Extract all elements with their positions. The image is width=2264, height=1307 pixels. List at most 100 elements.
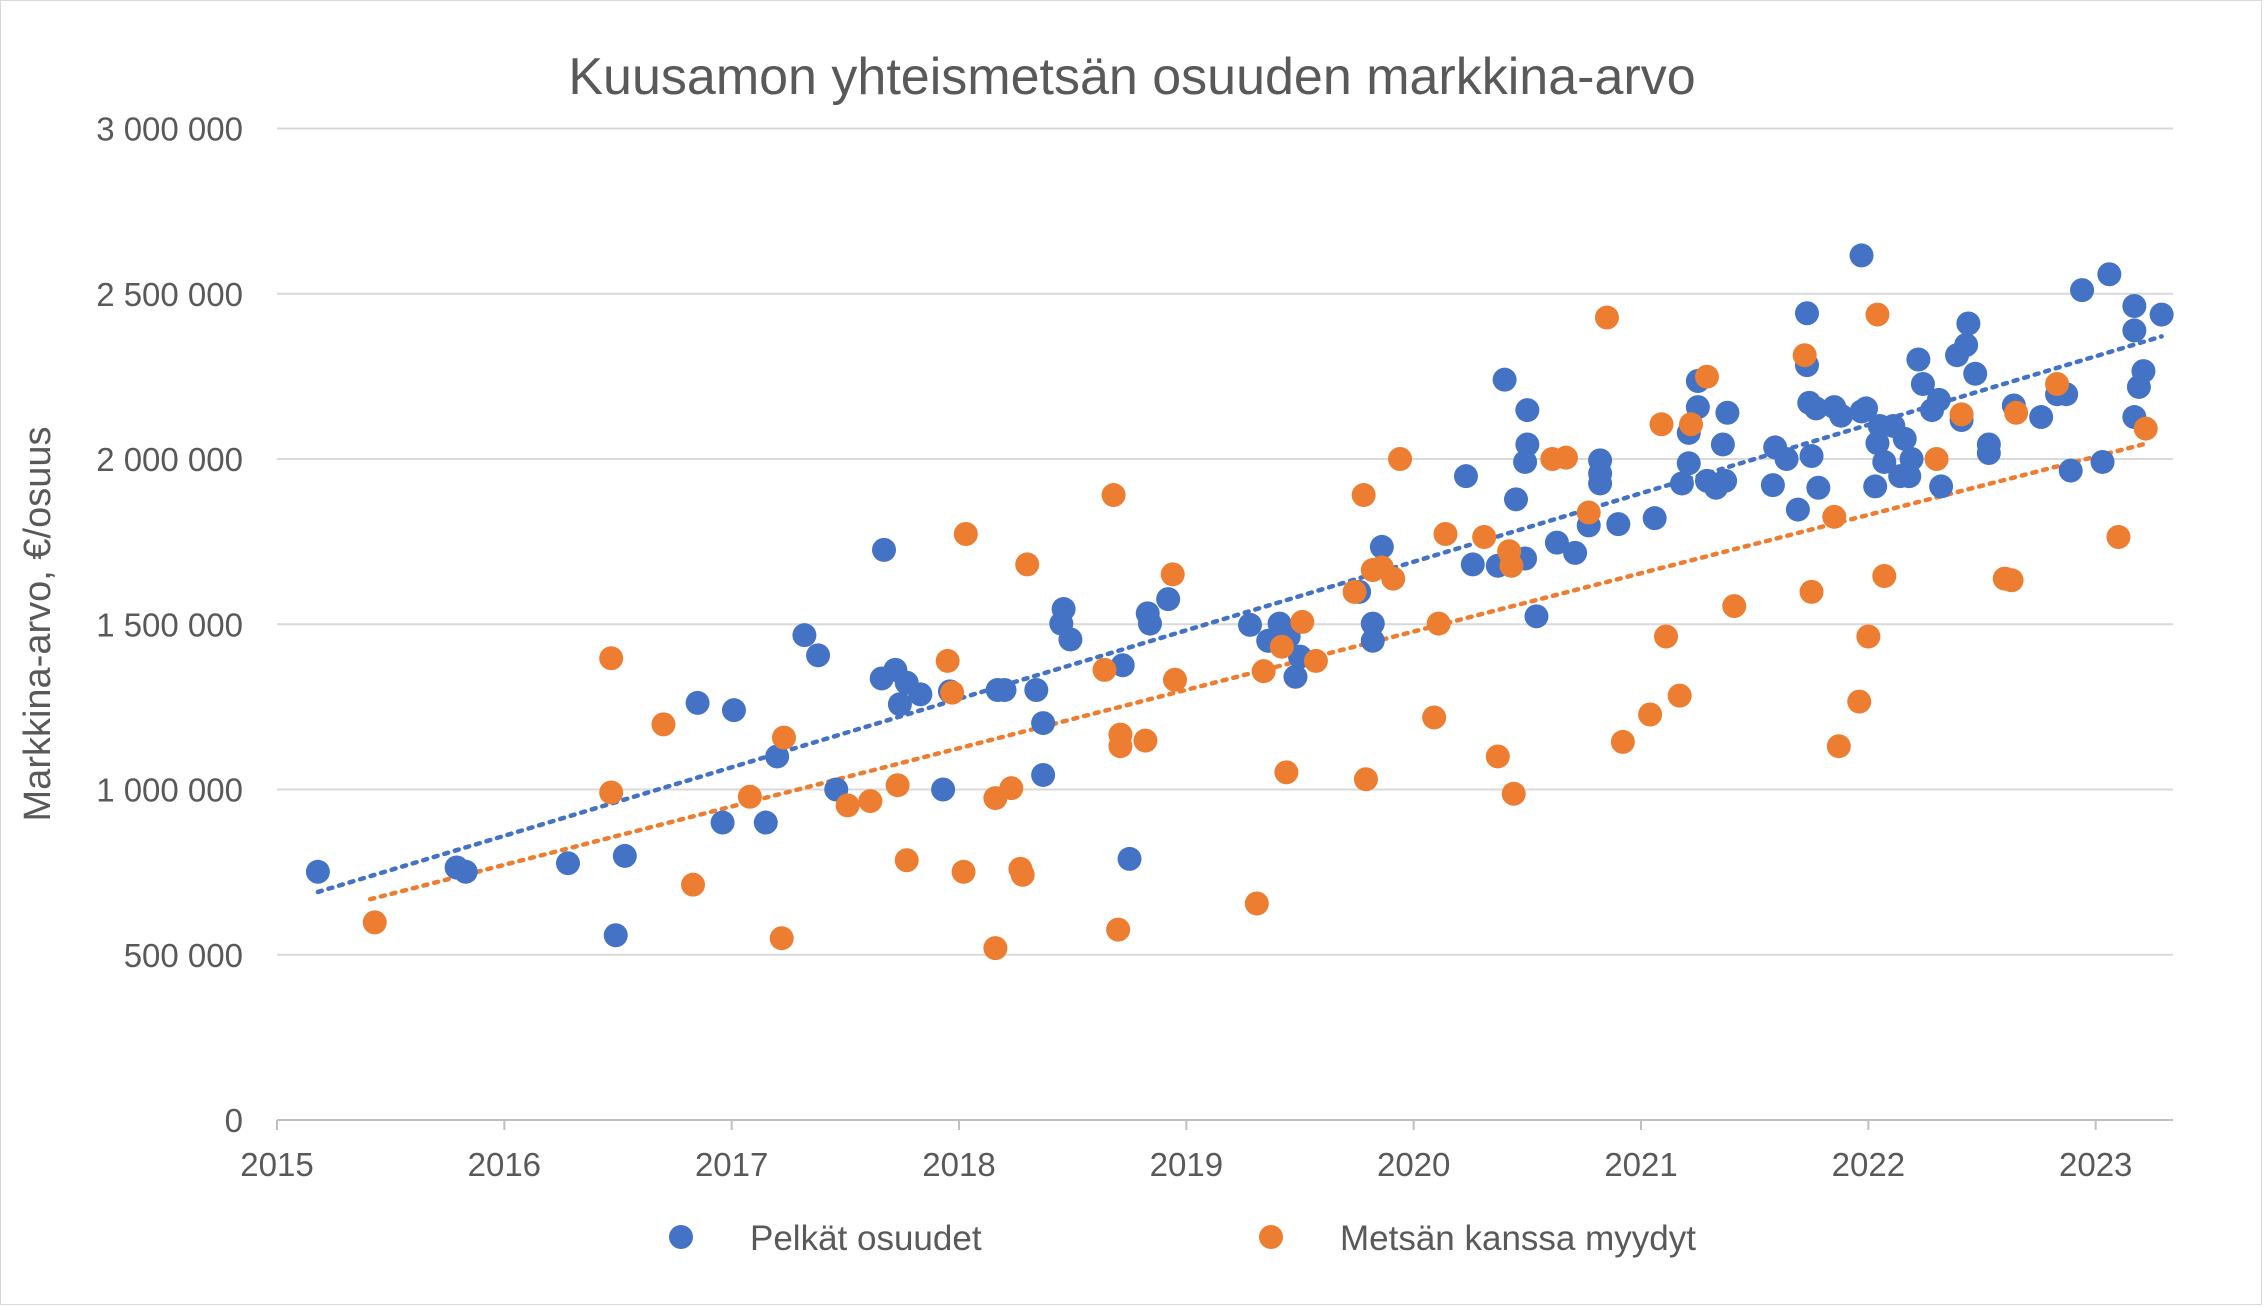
data-point-metsan-kanssa bbox=[2106, 524, 2131, 549]
data-point-metsan-kanssa bbox=[858, 789, 883, 814]
data-point-pelkat-osuudet bbox=[2122, 293, 2147, 318]
data-point-metsan-kanssa bbox=[771, 725, 796, 750]
data-point-metsan-kanssa bbox=[1381, 566, 1406, 591]
data-point-pelkat-osuudet bbox=[1031, 762, 1056, 787]
data-point-pelkat-osuudet bbox=[1954, 332, 1979, 357]
data-point-metsan-kanssa bbox=[1594, 305, 1619, 330]
data-point-metsan-kanssa bbox=[1638, 702, 1663, 727]
y-tick-label: 1 500 000 bbox=[96, 606, 243, 643]
data-point-pelkat-osuudet bbox=[603, 923, 628, 948]
data-point-metsan-kanssa bbox=[1269, 634, 1294, 659]
data-point-metsan-kanssa bbox=[1822, 504, 1847, 529]
data-point-metsan-kanssa bbox=[1554, 445, 1579, 470]
data-point-pelkat-osuudet bbox=[1492, 367, 1517, 392]
data-point-metsan-kanssa bbox=[1792, 343, 1817, 368]
data-point-pelkat-osuudet bbox=[1669, 471, 1694, 496]
data-point-pelkat-osuudet bbox=[1460, 552, 1485, 577]
data-point-metsan-kanssa bbox=[1342, 579, 1367, 604]
data-point-pelkat-osuudet bbox=[1676, 451, 1701, 476]
data-point-metsan-kanssa bbox=[1101, 483, 1126, 508]
data-point-pelkat-osuudet bbox=[887, 692, 912, 717]
data-point-metsan-kanssa bbox=[1649, 412, 1674, 437]
data-point-metsan-kanssa bbox=[1353, 767, 1378, 792]
data-point-pelkat-osuudet bbox=[1976, 432, 2001, 457]
data-point-pelkat-osuudet bbox=[1369, 534, 1394, 559]
x-tick-label: 2016 bbox=[468, 1146, 541, 1183]
data-point-metsan-kanssa bbox=[2004, 400, 2029, 425]
data-point-metsan-kanssa bbox=[1999, 568, 2024, 593]
y-tick-label: 1 000 000 bbox=[96, 772, 243, 809]
data-point-metsan-kanssa bbox=[1856, 624, 1881, 649]
data-point-metsan-kanssa bbox=[1290, 609, 1315, 634]
x-tick-label: 2019 bbox=[1150, 1146, 1223, 1183]
data-point-pelkat-osuudet bbox=[710, 810, 735, 835]
data-point-metsan-kanssa bbox=[1010, 862, 1035, 887]
data-point-metsan-kanssa bbox=[951, 859, 976, 884]
data-point-pelkat-osuudet bbox=[1515, 432, 1540, 457]
x-tick-label: 2021 bbox=[1604, 1146, 1677, 1183]
data-point-metsan-kanssa bbox=[737, 784, 762, 809]
chart-title: Kuusamon yhteismetsän osuuden markkina-a… bbox=[568, 48, 1695, 106]
data-point-pelkat-osuudet bbox=[1892, 426, 1917, 451]
data-point-pelkat-osuudet bbox=[1563, 540, 1588, 565]
data-point-metsan-kanssa bbox=[1133, 728, 1158, 753]
data-point-metsan-kanssa bbox=[1501, 781, 1526, 806]
data-point-metsan-kanssa bbox=[2045, 371, 2070, 396]
legend-marker bbox=[1259, 1225, 1283, 1249]
data-point-pelkat-osuudet bbox=[792, 623, 817, 648]
data-point-pelkat-osuudet bbox=[721, 698, 746, 723]
data-point-pelkat-osuudet bbox=[1588, 471, 1613, 496]
data-point-pelkat-osuudet bbox=[1137, 611, 1162, 636]
data-point-pelkat-osuudet bbox=[2058, 458, 2083, 483]
data-point-pelkat-osuudet bbox=[612, 843, 637, 868]
data-point-metsan-kanssa bbox=[1694, 364, 1719, 389]
data-point-metsan-kanssa bbox=[953, 522, 978, 547]
data-point-pelkat-osuudet bbox=[1799, 444, 1824, 469]
data-point-pelkat-osuudet bbox=[555, 851, 580, 876]
data-point-pelkat-osuudet bbox=[753, 810, 778, 835]
data-point-metsan-kanssa bbox=[1244, 891, 1269, 916]
data-point-metsan-kanssa bbox=[1251, 659, 1276, 684]
data-point-metsan-kanssa bbox=[1108, 722, 1133, 747]
axes: 0 500 000 1 000 000 1 500 000 2 000 000 2 500… bbox=[96, 111, 2173, 1183]
legend-label: Metsän kanssa myydyt bbox=[1340, 1219, 1696, 1258]
data-point-metsan-kanssa bbox=[1722, 594, 1747, 619]
data-point-pelkat-osuudet bbox=[1910, 371, 1935, 396]
data-point-pelkat-osuudet bbox=[2131, 359, 2156, 384]
data-point-metsan-kanssa bbox=[1092, 657, 1117, 682]
data-point-pelkat-osuudet bbox=[1849, 243, 1874, 268]
data-point-pelkat-osuudet bbox=[931, 777, 956, 802]
data-point-pelkat-osuudet bbox=[305, 859, 330, 884]
data-point-pelkat-osuudet bbox=[1515, 398, 1540, 423]
data-point-metsan-kanssa bbox=[885, 773, 910, 798]
data-point-metsan-kanssa bbox=[935, 648, 960, 673]
data-point-pelkat-osuudet bbox=[1503, 487, 1528, 512]
data-point-metsan-kanssa bbox=[999, 776, 1024, 801]
data-point-metsan-kanssa bbox=[940, 680, 965, 705]
legend-marker bbox=[669, 1225, 693, 1249]
x-tick-label: 2023 bbox=[2059, 1146, 2132, 1183]
data-point-pelkat-osuudet bbox=[2149, 302, 2174, 327]
data-point-pelkat-osuudet bbox=[1642, 506, 1667, 531]
x-tick-label: 2015 bbox=[240, 1146, 313, 1183]
data-point-pelkat-osuudet bbox=[1929, 474, 1954, 499]
data-point-pelkat-osuudet bbox=[1899, 447, 1924, 471]
x-tick-label: 2017 bbox=[695, 1146, 768, 1183]
data-point-pelkat-osuudet bbox=[1774, 447, 1799, 471]
data-point-metsan-kanssa bbox=[1865, 302, 1890, 327]
y-tick-label: 2 500 000 bbox=[96, 276, 243, 313]
data-point-metsan-kanssa bbox=[1826, 734, 1851, 759]
data-point-metsan-kanssa bbox=[769, 926, 794, 951]
data-points bbox=[305, 243, 2174, 961]
data-point-pelkat-osuudet bbox=[1051, 597, 1076, 622]
data-point-pelkat-osuudet bbox=[1872, 449, 1897, 474]
data-point-metsan-kanssa bbox=[599, 780, 624, 805]
data-point-metsan-kanssa bbox=[1610, 729, 1635, 754]
data-point-metsan-kanssa bbox=[1499, 553, 1524, 578]
data-point-metsan-kanssa bbox=[1949, 402, 1974, 427]
data-point-pelkat-osuudet bbox=[1794, 301, 1819, 326]
data-point-pelkat-osuudet bbox=[1713, 468, 1738, 493]
data-point-pelkat-osuudet bbox=[1024, 678, 1049, 703]
y-tick-label: 0 bbox=[225, 1102, 243, 1139]
